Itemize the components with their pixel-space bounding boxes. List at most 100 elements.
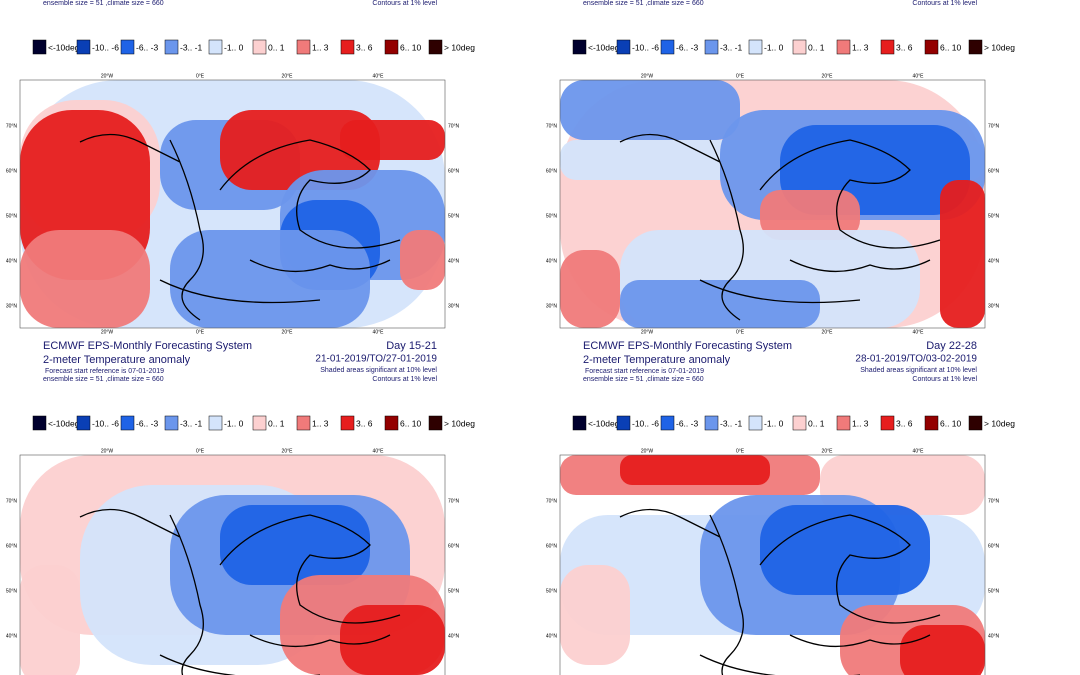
legend-swatch: [428, 39, 443, 55]
anomaly-area: [400, 230, 445, 290]
map-frame: [19, 454, 446, 675]
lon-label: 0°E: [196, 329, 205, 335]
legend-label: -3.. -1: [720, 42, 742, 52]
legend-swatch: [340, 39, 355, 55]
lon-label: 40°E: [373, 329, 385, 335]
legend-label: 3.. 6: [896, 42, 913, 52]
legend-label: 0.. 1: [268, 418, 285, 428]
lon-label: 20°W: [101, 73, 114, 79]
anomaly-area: [760, 505, 930, 595]
legend-label: 0.. 1: [268, 42, 285, 52]
period-text: 28-01-2019/TO/03-02-2019: [855, 354, 977, 365]
legend-swatch: [880, 415, 895, 431]
anomaly-area: [560, 250, 620, 328]
lat-label: 50°N: [6, 213, 18, 219]
anomaly-area: [20, 230, 150, 328]
legend-swatch: [120, 415, 135, 431]
legend-swatch: [924, 415, 939, 431]
lat-label: 60°N: [988, 168, 1000, 174]
legend-label: -3.. -1: [180, 418, 202, 428]
legend-label: 0.. 1: [808, 42, 825, 52]
variable-title: 2-meter Temperature anomaly: [583, 354, 731, 366]
lon-label: 0°E: [736, 73, 745, 79]
variable-title: 2-meter Temperature anomaly: [43, 354, 191, 366]
legend-label: 6.. 10: [400, 42, 422, 52]
legend-label: -1.. 0: [764, 418, 784, 428]
legend-label: -6.. -3: [136, 42, 158, 52]
legend-label: 1.. 3: [852, 418, 869, 428]
shaded-text: Shaded areas significant at 10% level: [860, 367, 977, 374]
lat-label: 60°N: [546, 543, 558, 549]
lon-label: 0°E: [196, 448, 205, 454]
legend-swatch: [208, 39, 223, 55]
legend-swatch: [748, 39, 763, 55]
legend-swatch: [836, 39, 851, 55]
legend-label: <-10deg: [588, 42, 620, 52]
legend-swatch: [32, 39, 47, 55]
anomaly-area: [620, 280, 820, 328]
start-text: Forecast start reference is 07-01-2019: [45, 368, 164, 375]
legend-label: -10.. -6: [92, 42, 119, 52]
legend-swatch: [164, 39, 179, 55]
lat-label: 50°N: [448, 213, 460, 219]
lat-label: 60°N: [448, 168, 460, 174]
anomaly-area: [20, 565, 80, 675]
lat-label: 70°N: [988, 498, 1000, 504]
legend-label: <-10deg: [48, 42, 80, 52]
legend-label: 3.. 6: [356, 418, 373, 428]
map-content: [20, 80, 445, 328]
lat-label: 70°N: [546, 498, 558, 504]
legend-swatch: [616, 39, 631, 55]
legend-label: -10.. -6: [632, 418, 659, 428]
map: 20°W 0°E 20°E 40°E 70°N 70°N 60°N 60°N 50°N 50°N 4…: [546, 448, 1000, 675]
lat-label: 60°N: [6, 168, 18, 174]
lat-label: 40°N: [6, 258, 18, 264]
anomaly-area: [340, 120, 445, 160]
map-field: [560, 455, 985, 675]
legend-label: -10.. -6: [632, 42, 659, 52]
ensemble-text: ensemble size = 51 ,climate size = 660: [43, 376, 164, 383]
coastline: [619, 508, 941, 675]
legend-swatch: [836, 415, 851, 431]
system-title: ECMWF EPS-Monthly Forecasting System: [43, 340, 252, 352]
legend-swatch: [968, 415, 983, 431]
ensemble-text: ensemble size = 51 ,climate size = 660: [583, 0, 704, 7]
legend-label: 0.. 1: [808, 418, 825, 428]
anomaly-area: [900, 625, 985, 675]
legend-swatch: [384, 39, 399, 55]
ensemble-text: ensemble size = 51 ,climate size = 660: [583, 376, 704, 383]
lat-label: 30°N: [6, 303, 18, 309]
legend-swatch: [252, 415, 267, 431]
period-text: 21-01-2019/TO/27-01-2019: [315, 354, 437, 365]
lon-label: 20°E: [822, 73, 834, 79]
map: 20°W 20°W 0°E 0°E 20°E 20°E 40°E 40°E 70°N 70°N 60…: [546, 73, 1000, 335]
ensemble-text: ensemble size = 51 ,climate size = 660: [43, 0, 164, 7]
legend-label: -3.. -1: [720, 418, 742, 428]
lat-label: 40°N: [448, 258, 460, 264]
legend-label: <-10deg: [588, 418, 620, 428]
legend-swatch: [704, 39, 719, 55]
map-field: [20, 455, 445, 675]
lat-label: 50°N: [6, 588, 18, 594]
legend-swatch: [384, 415, 399, 431]
lat-label: 50°N: [988, 213, 1000, 219]
legend-label: > 10deg: [984, 418, 1015, 428]
lat-label: 40°N: [546, 258, 558, 264]
anomaly-area: [560, 565, 630, 665]
lat-label: 40°N: [6, 633, 18, 639]
legend-swatch: [252, 39, 267, 55]
legend-label: -1.. 0: [224, 418, 244, 428]
lat-label: 40°N: [988, 258, 1000, 264]
legend-label: > 10deg: [444, 42, 475, 52]
coastline: [619, 133, 941, 321]
legend-swatch: [748, 415, 763, 431]
lat-label: 30°N: [546, 303, 558, 309]
legend-swatch: [792, 39, 807, 55]
lat-label: 70°N: [6, 123, 18, 129]
contours-text: Contours at 1% level: [372, 0, 437, 7]
map-frame: [559, 79, 986, 329]
legend-swatch: [792, 415, 807, 431]
lat-label: 50°N: [448, 588, 460, 594]
lon-label: 20°W: [641, 448, 654, 454]
legend-swatch: [120, 39, 135, 55]
